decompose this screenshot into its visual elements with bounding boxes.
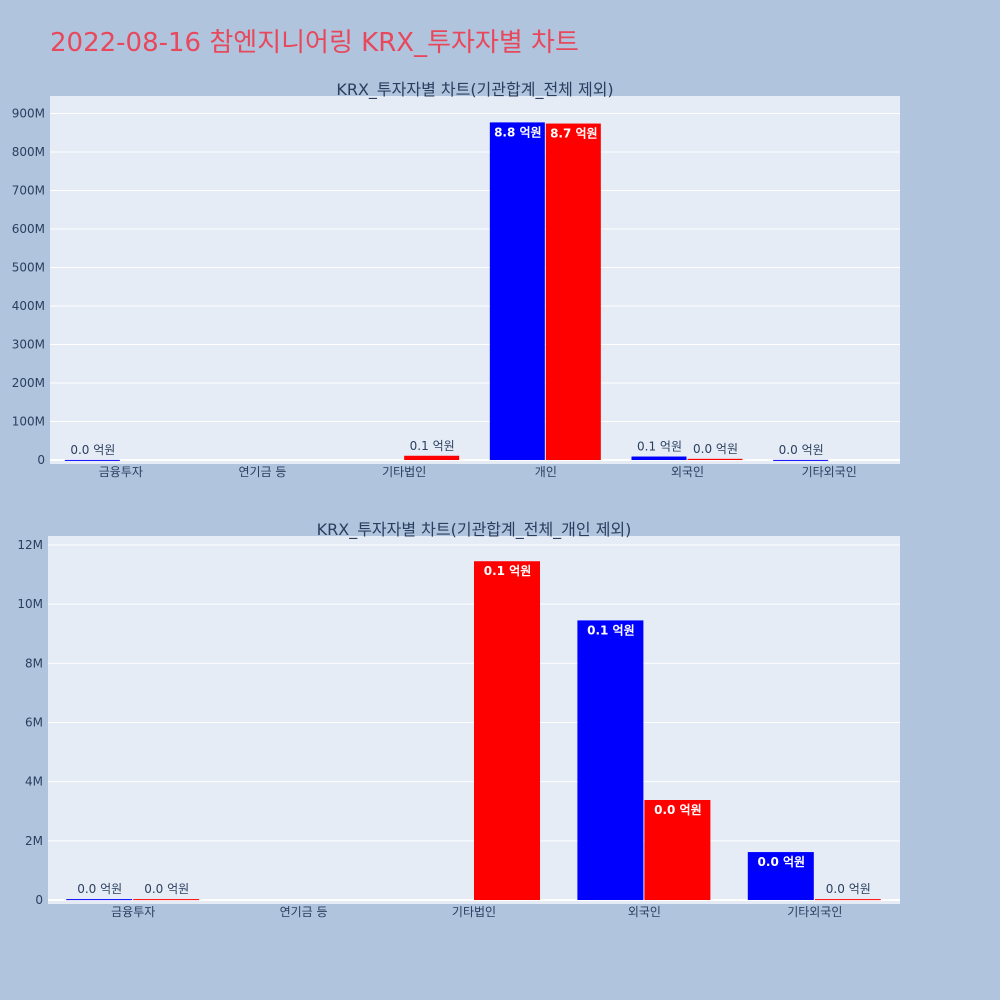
y-tick-label: 100M <box>12 415 45 429</box>
x-tick-label: 연기금 등 <box>280 905 328 919</box>
bar <box>687 458 743 460</box>
x-tick-label: 연기금 등 <box>239 465 287 479</box>
bar <box>66 899 133 901</box>
x-tick-label: 기타법인 <box>382 465 426 479</box>
data-label: 0.0 억원 <box>654 803 702 817</box>
data-label: 0.0 억원 <box>758 855 806 869</box>
data-label: 8.8 억원 <box>494 125 542 139</box>
bar <box>644 799 711 900</box>
data-label: 0.1 억원 <box>587 623 635 637</box>
x-tick-label: 기타법인 <box>452 905 496 919</box>
y-tick-label: 800M <box>12 145 45 159</box>
data-label: 8.7 억원 <box>550 127 598 141</box>
bar <box>773 459 829 461</box>
bar <box>577 620 644 900</box>
data-label: 0.0 억원 <box>779 443 824 457</box>
bar <box>64 459 120 461</box>
y-tick-label: 200M <box>12 376 45 390</box>
y-tick-label: 0 <box>35 893 43 907</box>
y-tick-label: 4M <box>25 775 43 789</box>
bar <box>133 899 200 901</box>
data-label: 0.0 억원 <box>144 882 189 896</box>
data-label: 0.1 억원 <box>637 440 682 454</box>
x-tick-label: 금융투자 <box>99 465 143 479</box>
data-label: 0.1 억원 <box>410 439 455 453</box>
y-tick-label: 400M <box>12 299 45 313</box>
data-label: 0.0 억원 <box>693 442 738 456</box>
bar <box>404 455 460 460</box>
data-label: 0.0 억원 <box>826 882 871 896</box>
data-label: 0.0 억원 <box>77 882 122 896</box>
chart-title: KRX_투자자별 차트(기관합계_전체 제외) <box>336 80 613 100</box>
chart-title: KRX_투자자별 차트(기관합계_전체_개인 제외) <box>317 520 632 540</box>
bar <box>631 456 687 460</box>
x-tick-label: 외국인 <box>671 465 704 479</box>
y-tick-label: 300M <box>12 338 45 352</box>
y-tick-label: 2M <box>25 834 43 848</box>
y-tick-label: 600M <box>12 222 45 236</box>
bar <box>474 561 540 900</box>
bar <box>814 899 881 901</box>
bar <box>545 123 601 460</box>
chart-top: 0 100M 200M 300M 400M 500M 600M 700M 800M 900M KRX… <box>12 80 900 479</box>
y-tick-label: 0 <box>37 453 45 467</box>
x-tick-label: 금융투자 <box>111 905 155 919</box>
data-label: 0.1 억원 <box>484 564 532 578</box>
page-title: 2022-08-16 참엔지니어링 KRX_투자자별 차트 <box>50 28 579 58</box>
data-label: 0.0 억원 <box>70 443 115 457</box>
y-tick-label: 10M <box>17 597 43 611</box>
x-tick-label: 개인 <box>535 465 557 479</box>
bar <box>747 852 814 900</box>
y-tick-label: 12M <box>17 538 43 552</box>
x-tick-label: 기타외국인 <box>802 465 857 479</box>
x-tick-label: 외국인 <box>628 905 661 919</box>
y-tick-label: 500M <box>12 261 45 275</box>
plot-background <box>50 96 900 464</box>
x-tick-label: 기타외국인 <box>787 905 842 919</box>
y-tick-label: 6M <box>25 715 43 729</box>
bar <box>489 122 545 460</box>
y-tick-label: 8M <box>25 656 43 670</box>
y-tick-label: 700M <box>12 184 45 198</box>
y-tick-label: 900M <box>12 107 45 121</box>
